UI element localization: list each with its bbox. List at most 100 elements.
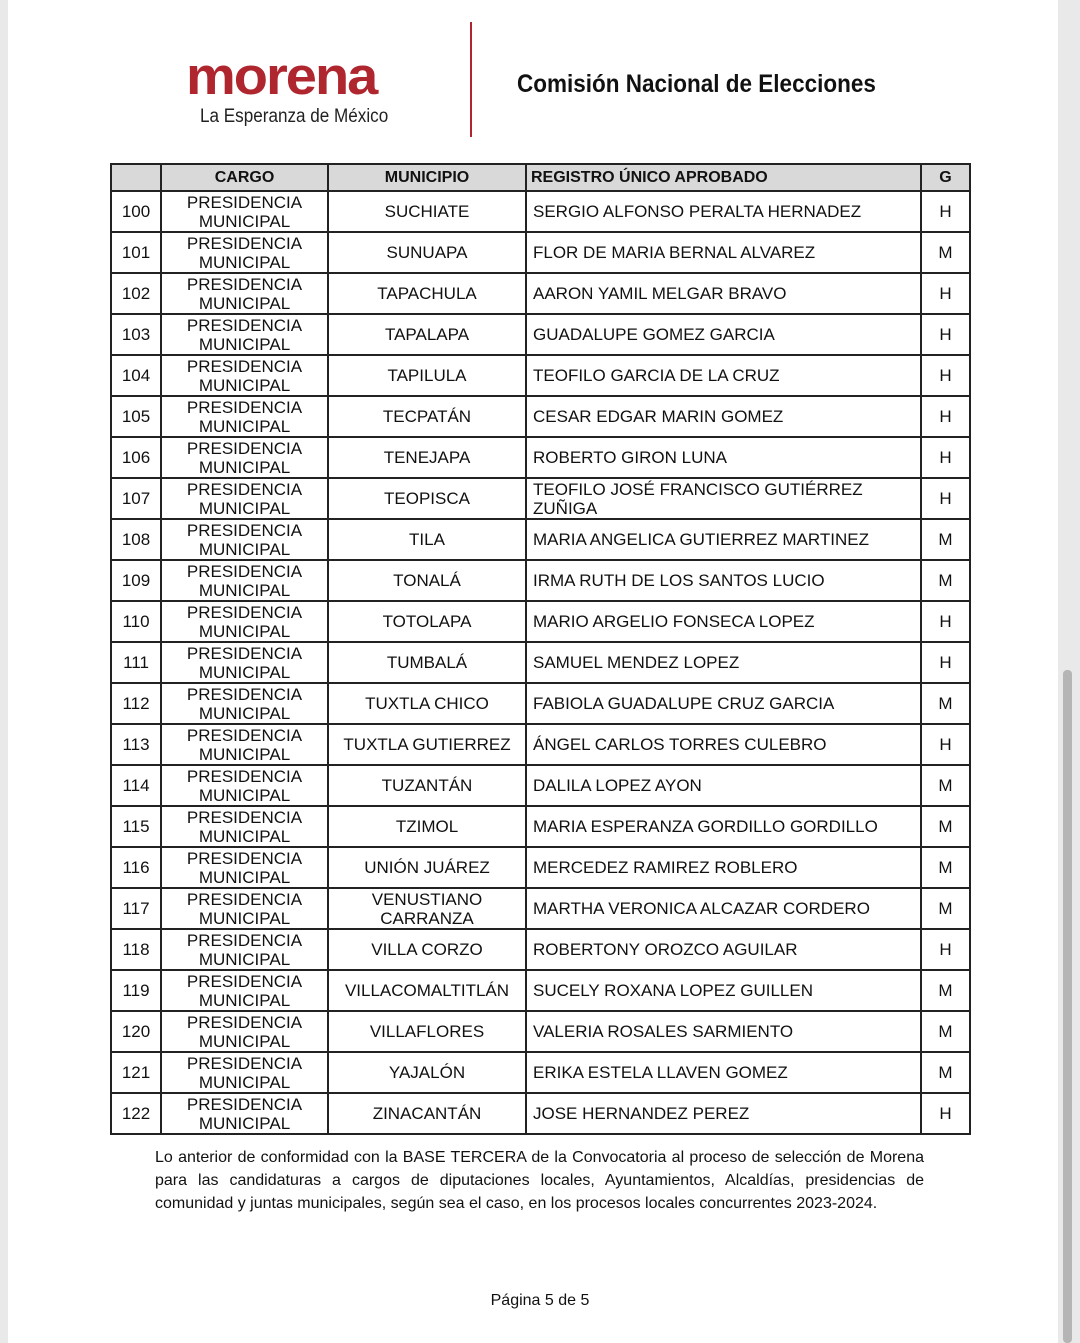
cell-genero: M [920,764,971,807]
cell-registro: FLOR DE MARIA BERNAL ALVAREZ [525,231,922,274]
cell-genero: H [920,477,971,520]
cell-cargo: PRESIDENCIA MUNICIPAL [160,272,329,315]
table-row: 107 PRESIDENCIA MUNICIPAL TEOPISCA TEOFILO … [110,477,971,520]
cell-cargo: PRESIDENCIA MUNICIPAL [160,969,329,1012]
column-header-number [110,163,162,192]
table-row: 105 PRESIDENCIA MUNICIPAL TECPATÁN CESAR ED… [110,395,971,438]
cell-genero: M [920,846,971,889]
cell-number: 100 [110,190,162,233]
cell-cargo: PRESIDENCIA MUNICIPAL [160,231,329,274]
cell-number: 122 [110,1092,162,1135]
cell-cargo: PRESIDENCIA MUNICIPAL [160,436,329,479]
cell-cargo: PRESIDENCIA MUNICIPAL [160,764,329,807]
cell-registro: SERGIO ALFONSO PERALTA HERNADEZ [525,190,922,233]
table-row: 119 PRESIDENCIA MUNICIPAL VILLACOMALTITLÁN… [110,969,971,1012]
cell-registro: MERCEDEZ RAMIREZ ROBLERO [525,846,922,889]
cell-genero: H [920,313,971,356]
cell-registro: IRMA RUTH DE LOS SANTOS LUCIO [525,559,922,602]
table-row: 121 PRESIDENCIA MUNICIPAL YAJALÓN ERIKA EST… [110,1051,971,1094]
cell-number: 109 [110,559,162,602]
cell-number: 101 [110,231,162,274]
cell-registro: SAMUEL MENDEZ LOPEZ [525,641,922,684]
cell-registro: ROBERTONY OROZCO AGUILAR [525,928,922,971]
cell-genero: H [920,395,971,438]
cell-genero: M [920,969,971,1012]
column-header-genero: G [920,163,971,192]
logo-tagline: La Esperanza de México [200,106,389,127]
cell-cargo: PRESIDENCIA MUNICIPAL [160,682,329,725]
cell-genero: H [920,723,971,766]
table-row: 120 PRESIDENCIA MUNICIPAL VILLAFLORES VALER… [110,1010,971,1053]
table-row: 109 PRESIDENCIA MUNICIPAL TONALÁ IRMA RUTH … [110,559,971,602]
cell-registro: JOSE HERNANDEZ PEREZ [525,1092,922,1135]
cell-cargo: PRESIDENCIA MUNICIPAL [160,518,329,561]
cell-municipio: SUNUAPA [327,231,527,274]
cell-municipio: TUMBALÁ [327,641,527,684]
cell-municipio: UNIÓN JUÁREZ [327,846,527,889]
page-number: Página 5 de 5 [490,1292,590,1309]
cell-registro: TEOFILO GARCIA DE LA CRUZ [525,354,922,397]
cell-municipio: VILLACOMALTITLÁN [327,969,527,1012]
cell-cargo: PRESIDENCIA MUNICIPAL [160,846,329,889]
header-divider [470,22,472,137]
cell-genero: M [920,887,971,930]
cell-registro: MARIA ESPERANZA GORDILLO GORDILLO [525,805,922,848]
table-row: 122 PRESIDENCIA MUNICIPAL ZINACANTÁN JOSE H… [110,1092,971,1135]
cell-registro: SUCELY ROXANA LOPEZ GUILLEN [525,969,922,1012]
cell-genero: H [920,600,971,643]
cell-cargo: PRESIDENCIA MUNICIPAL [160,805,329,848]
cell-genero: M [920,805,971,848]
cell-cargo: PRESIDENCIA MUNICIPAL [160,559,329,602]
cell-registro: CESAR EDGAR MARIN GOMEZ [525,395,922,438]
cell-municipio: ZINACANTÁN [327,1092,527,1135]
cell-genero: H [920,641,971,684]
cell-cargo: PRESIDENCIA MUNICIPAL [160,928,329,971]
cell-cargo: PRESIDENCIA MUNICIPAL [160,190,329,233]
cell-municipio: TECPATÁN [327,395,527,438]
cell-cargo: PRESIDENCIA MUNICIPAL [160,600,329,643]
cell-genero: H [920,1092,971,1135]
cell-number: 115 [110,805,162,848]
cell-registro: FABIOLA GUADALUPE CRUZ GARCIA [525,682,922,725]
cell-genero: M [920,518,971,561]
cell-municipio: TUXTLA GUTIERREZ [327,723,527,766]
table-row: 112 PRESIDENCIA MUNICIPAL TUXTLA CHICO FABI… [110,682,971,725]
cell-municipio: TOTOLAPA [327,600,527,643]
table-row: 100 PRESIDENCIA MUNICIPAL SUCHIATE SERGIO A… [110,190,971,233]
cell-municipio: TUZANTÁN [327,764,527,807]
cell-registro: ROBERTO GIRON LUNA [525,436,922,479]
cell-genero: H [920,354,971,397]
cell-municipio: VILLAFLORES [327,1010,527,1053]
table-row: 110 PRESIDENCIA MUNICIPAL TOTOLAPA MARIO AR… [110,600,971,643]
cell-cargo: PRESIDENCIA MUNICIPAL [160,313,329,356]
cell-municipio: VENUSTIANO CARRANZA [327,887,527,930]
cell-municipio: TAPILULA [327,354,527,397]
column-header-municipio: MUNICIPIO [327,163,527,192]
table-row: 114 PRESIDENCIA MUNICIPAL TUZANTÁN DALILA L… [110,764,971,807]
cell-number: 114 [110,764,162,807]
table-row: 115 PRESIDENCIA MUNICIPAL TZIMOL MARIA ESPE… [110,805,971,848]
cell-genero: H [920,190,971,233]
scrollbar[interactable] [1063,670,1072,1343]
cell-municipio: TUXTLA CHICO [327,682,527,725]
cell-registro: TEOFILO JOSÉ FRANCISCO GUTIÉRREZ ZUÑIGA [525,477,922,520]
cell-municipio: TZIMOL [327,805,527,848]
cell-registro: MARIO ARGELIO FONSECA LOPEZ [525,600,922,643]
cell-municipio: VILLA CORZO [327,928,527,971]
cell-cargo: PRESIDENCIA MUNICIPAL [160,354,329,397]
table-row: 106 PRESIDENCIA MUNICIPAL TENEJAPA ROBERTO … [110,436,971,479]
cell-number: 108 [110,518,162,561]
cell-number: 106 [110,436,162,479]
cell-municipio: TILA [327,518,527,561]
cell-number: 110 [110,600,162,643]
cell-municipio: TAPACHULA [327,272,527,315]
cell-municipio: YAJALÓN [327,1051,527,1094]
cell-cargo: PRESIDENCIA MUNICIPAL [160,477,329,520]
cell-cargo: PRESIDENCIA MUNICIPAL [160,723,329,766]
table-row: 102 PRESIDENCIA MUNICIPAL TAPACHULA AARON Y… [110,272,971,315]
cell-municipio: TEOPISCA [327,477,527,520]
cell-cargo: PRESIDENCIA MUNICIPAL [160,395,329,438]
cell-genero: M [920,559,971,602]
cell-genero: H [920,272,971,315]
column-header-cargo: CARGO [160,163,329,192]
